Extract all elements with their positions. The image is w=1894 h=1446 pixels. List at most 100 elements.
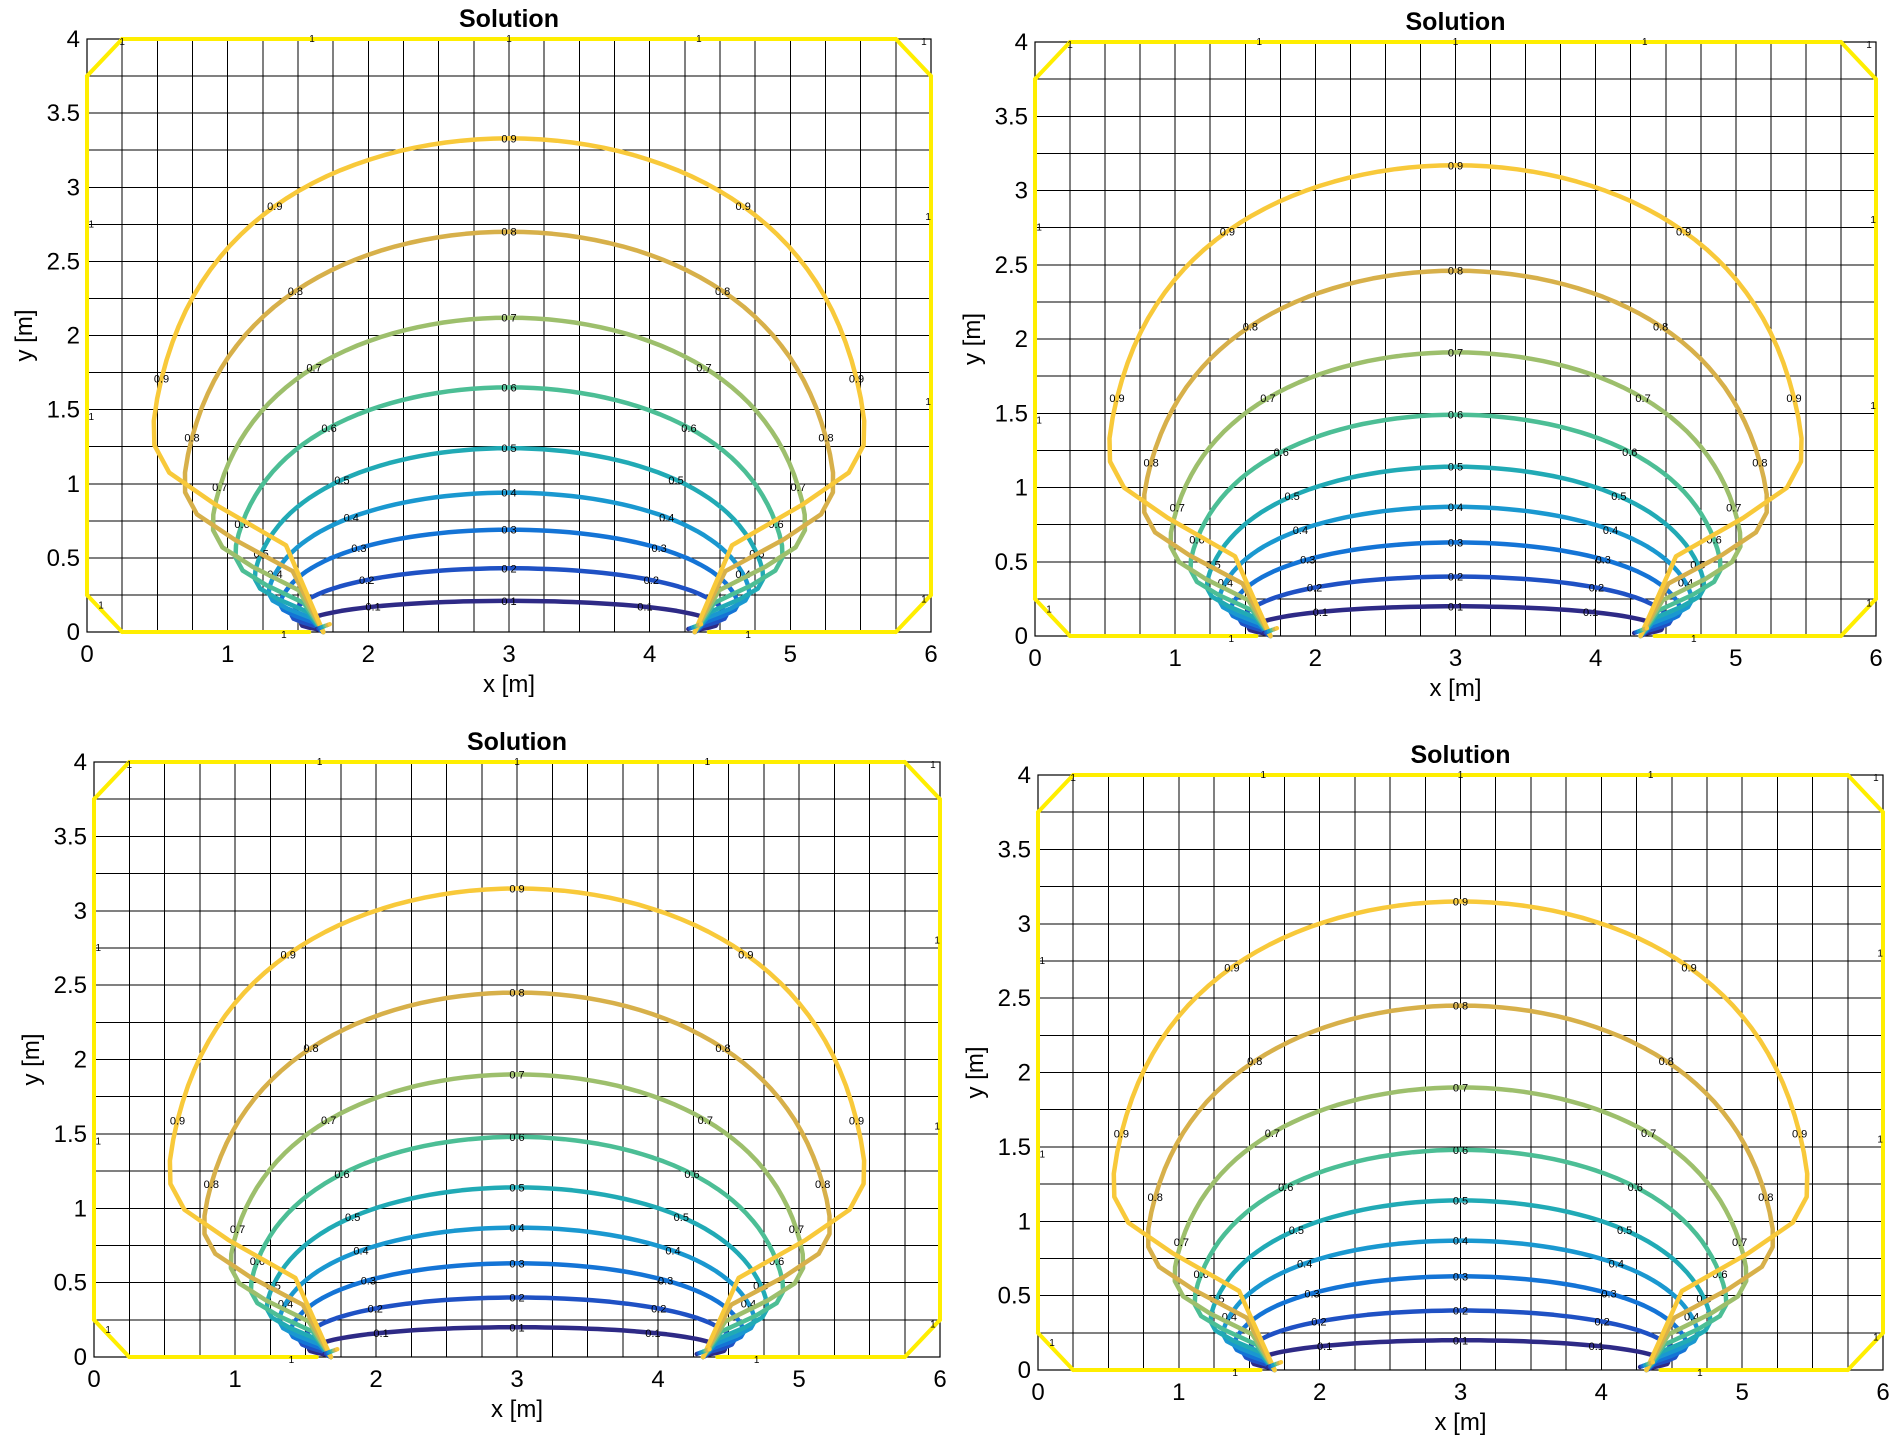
x-tick-label: 3 <box>1449 645 1462 672</box>
boundary-label: 1 <box>1642 37 1648 48</box>
boundary-segment <box>1036 773 1076 815</box>
contour-label: 0.3 <box>1448 537 1463 549</box>
contour-label: 0.9 <box>267 201 282 213</box>
contour-label: 0.8 <box>715 286 730 298</box>
contour-label: 0.2 <box>1307 583 1322 595</box>
x-tick-label: 1 <box>1168 645 1181 672</box>
y-tick-label: 3 <box>67 174 80 201</box>
y-tick-label: 4 <box>67 26 80 53</box>
contour-label: 0.1 <box>1448 601 1463 613</box>
contour-label: 0.9 <box>1792 1128 1807 1140</box>
contour-label: 0.3 <box>651 543 666 555</box>
contour-label: 0.1 <box>501 596 516 608</box>
contour-line <box>252 445 766 635</box>
contour-label: 0.9 <box>849 1115 864 1127</box>
contour-label: 0.3 <box>509 1258 524 1270</box>
contour-label: 0.5 <box>668 475 683 487</box>
y-tick-label: 3.5 <box>54 823 87 850</box>
contour-label: 0.8 <box>1453 1001 1468 1013</box>
boundary-label: 1 <box>1866 598 1872 609</box>
boundary-contour <box>1036 773 1885 1372</box>
y-tick-label: 2.5 <box>47 248 80 275</box>
boundary-label: 1 <box>921 37 927 48</box>
contour-label: 0.6 <box>681 423 696 435</box>
y-tick-label: 2 <box>1015 326 1028 353</box>
contour-label: 0.1 <box>365 602 380 614</box>
y-tick-label: 2.5 <box>54 972 87 999</box>
x-tick-label: 0 <box>87 1366 100 1393</box>
contour-label: 0.3 <box>1596 554 1611 566</box>
contour-label: 0.5 <box>1611 491 1626 503</box>
y-tick-label: 4 <box>1015 29 1028 56</box>
y-tick-label: 3 <box>1015 178 1028 205</box>
x-tick-label: 5 <box>792 1366 805 1393</box>
contour-label: 0.8 <box>288 286 303 298</box>
contour-label: 0.6 <box>1448 410 1463 422</box>
contour-label: 0.8 <box>509 988 524 1000</box>
contour-label: 0.8 <box>184 433 199 445</box>
contour-label: 0.4 <box>665 1246 680 1258</box>
boundary-segment <box>92 760 132 802</box>
boundary-label: 1 <box>1039 1149 1045 1160</box>
contour-label: 0.4 <box>1293 525 1308 537</box>
boundary-label: 1 <box>1697 1368 1703 1379</box>
contour-label: 0.5 <box>345 1212 360 1224</box>
chart-title: Solution <box>1411 741 1511 769</box>
contour-label: 0.9 <box>281 949 296 961</box>
contour-line <box>264 1185 770 1360</box>
source-point <box>1278 1360 1284 1365</box>
y-tick-label: 0 <box>67 619 80 646</box>
boundary-label: 1 <box>1866 40 1872 51</box>
contour-label: 0.8 <box>1243 321 1258 333</box>
contour-label: 0.5 <box>674 1212 689 1224</box>
contour-label: 0.7 <box>696 362 711 374</box>
contour-label: 0.1 <box>1453 1335 1468 1347</box>
boundary-label: 1 <box>705 757 711 768</box>
y-tick-label: 0 <box>1018 1357 1031 1384</box>
contour-line <box>210 315 808 635</box>
contour-line <box>151 136 867 635</box>
x-tick-label: 6 <box>924 641 937 668</box>
y-tick-label: 1.5 <box>995 400 1028 427</box>
contour-label: 0.7 <box>1260 393 1275 405</box>
contour-line <box>248 1134 786 1360</box>
contour-label: 0.3 <box>361 1275 376 1287</box>
contour-line <box>1168 350 1743 639</box>
chart-title: Solution <box>467 728 567 756</box>
contour-label: 0.4 <box>509 1223 524 1235</box>
boundary-label: 1 <box>1870 401 1876 412</box>
contour-label: 0.1 <box>645 1328 660 1340</box>
contour-label: 0.4 <box>1297 1259 1312 1271</box>
y-tick-label: 0.5 <box>54 1270 87 1297</box>
contour-line <box>1242 1308 1679 1373</box>
boundary-label: 1 <box>930 1319 936 1330</box>
boundary-label: 1 <box>98 600 104 611</box>
boundary-segment <box>893 592 933 634</box>
y-tick-label: 1.5 <box>54 1121 87 1148</box>
contour-line <box>299 598 719 635</box>
boundary-label: 1 <box>1046 604 1052 615</box>
source-point <box>327 622 332 627</box>
boundary-label: 1 <box>119 37 125 48</box>
boundary-label: 1 <box>1873 773 1879 784</box>
x-tick-label: 1 <box>221 641 234 668</box>
x-tick-label: 0 <box>1028 645 1041 672</box>
contour-label: 0.7 <box>321 1115 336 1127</box>
contour-label: 0.4 <box>353 1246 368 1258</box>
contour-line <box>298 1295 736 1360</box>
x-tick-label: 1 <box>228 1366 241 1393</box>
boundary-label: 1 <box>1036 223 1042 234</box>
contour-label: 0.8 <box>1659 1056 1674 1068</box>
y-tick-label: 3 <box>74 898 87 925</box>
contour-label: 0.2 <box>1589 583 1604 595</box>
y-tick-label: 1 <box>1015 475 1028 502</box>
contour-label: 0.6 <box>1628 1182 1643 1194</box>
contour-label: 0.4 <box>1448 502 1463 514</box>
contour-label: 0.3 <box>658 1275 673 1287</box>
x-axis-label: x [m] <box>491 1396 543 1423</box>
y-axis-label: y [m] <box>18 1034 45 1086</box>
contour-label: 0.9 <box>1114 1128 1129 1140</box>
contour-line <box>1250 1338 1671 1373</box>
contour-line <box>1238 574 1673 639</box>
x-tick-label: 5 <box>1729 645 1742 672</box>
